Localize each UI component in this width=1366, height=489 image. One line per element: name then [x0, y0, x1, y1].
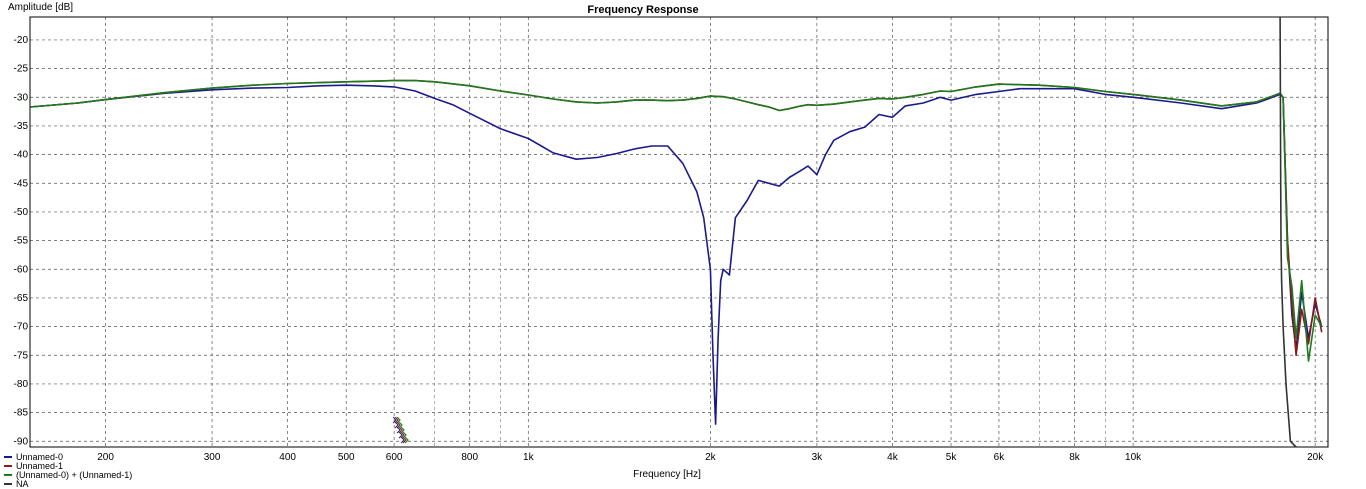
cursor-marker — [392, 416, 397, 424]
x-axis-label: Frequency [Hz] — [633, 469, 701, 480]
cursor-marker — [394, 421, 399, 429]
series-lines — [29, 16, 1323, 448]
x-tick-label: 4k — [887, 452, 899, 463]
x-tick-label: 2k — [705, 452, 717, 463]
y-tick-label: -35 — [14, 121, 29, 132]
x-tick-label: 10k — [1125, 452, 1142, 463]
cursor-marker — [402, 436, 407, 444]
cursor-marker — [404, 436, 409, 444]
x-tick-label: 3k — [812, 452, 824, 463]
plot-frame — [29, 16, 1329, 448]
y-tick-label: -85 — [14, 408, 29, 419]
cursor-marker — [400, 426, 405, 434]
x-tick-label: 5k — [946, 452, 958, 463]
series-line — [1279, 16, 1297, 448]
x-tick-label: 6k — [994, 452, 1006, 463]
cursor-marker — [394, 416, 399, 424]
y-tick-label: -55 — [14, 236, 29, 247]
y-tick-label: -65 — [14, 293, 29, 304]
x-tick-label: 200 — [97, 452, 114, 463]
cursor-marker — [398, 421, 403, 429]
x-tick-label: 1k — [523, 452, 535, 463]
legend-label: (Unnamed-0) + (Unnamed-1) — [16, 470, 132, 480]
x-tick-label: 20k — [1307, 452, 1324, 463]
x-tick-label: 400 — [279, 452, 296, 463]
cursor-marker — [398, 431, 403, 439]
y-axis-label: Amplitude [dB] — [8, 2, 73, 13]
cursor-marker — [400, 436, 405, 444]
y-tick-label: -20 — [14, 35, 29, 46]
y-tick-label: -30 — [14, 92, 29, 103]
cursor-marker — [396, 426, 401, 434]
y-tick-label: -80 — [14, 379, 29, 390]
cursor-marker — [400, 431, 405, 439]
markers — [392, 416, 409, 444]
axes: -20 -25 -30 -35 -40 -45 -50 -55 -60 -65 -70 -75 -80 -… — [14, 16, 1329, 463]
legend-label: Unnamed-0 — [16, 452, 63, 462]
x-tick-label: 8k — [1069, 452, 1081, 463]
cursor-marker — [396, 416, 401, 424]
y-tick-label: -40 — [14, 150, 29, 161]
x-tick-label: 500 — [338, 452, 355, 463]
x-tick-label: 300 — [204, 452, 221, 463]
y-tick-label: -60 — [14, 264, 29, 275]
grid — [30, 17, 1328, 447]
cursor-marker — [398, 426, 403, 434]
y-tick-label: -70 — [14, 322, 29, 333]
legend-label: NA — [16, 479, 29, 489]
y-tick-label: -50 — [14, 207, 29, 218]
y-tick-label: -90 — [14, 436, 29, 447]
series-line — [29, 84, 1323, 425]
series-line — [29, 79, 1323, 362]
legend-label: Unnamed-1 — [16, 461, 63, 471]
x-tick-label: 800 — [461, 452, 478, 463]
y-tick-label: -75 — [14, 350, 29, 361]
cursor-marker — [396, 421, 401, 429]
y-tick-label: -25 — [14, 64, 29, 75]
x-tick-label: 600 — [386, 452, 403, 463]
cursor-marker — [402, 431, 407, 439]
chart-title: Frequency Response — [587, 4, 698, 16]
y-tick-label: -45 — [14, 178, 29, 189]
